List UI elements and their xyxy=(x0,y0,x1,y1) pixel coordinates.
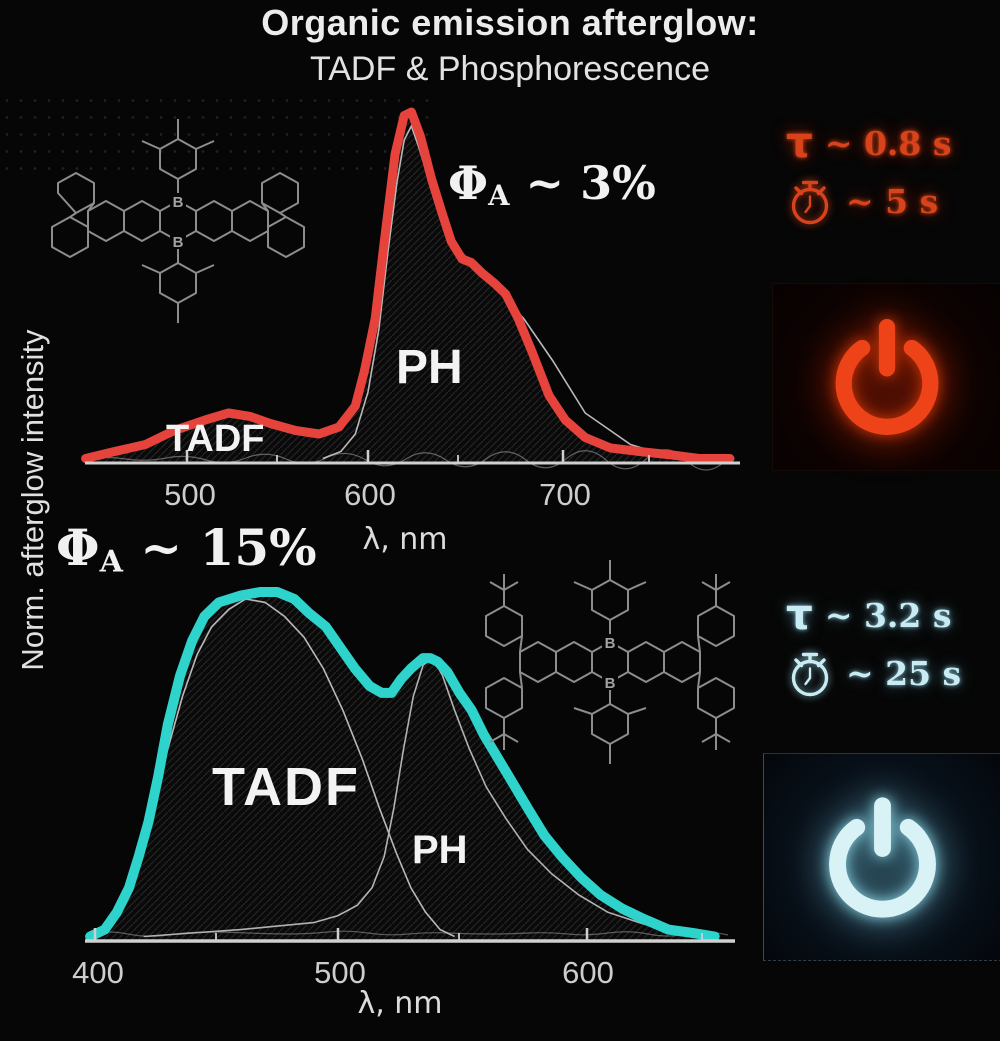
power-symbol-red-icon xyxy=(835,319,939,435)
power-symbol-cyan-icon xyxy=(829,796,936,918)
bottom-axis-ticks xyxy=(93,928,703,941)
afterglow-value: ~ 25 s xyxy=(846,653,962,693)
lifetime-block-red: τ ~ 0.8 s ~ 5 s xyxy=(786,122,1000,238)
tau-symbol: τ xyxy=(786,590,813,639)
afterglow-row-cyan: ~ 25 s xyxy=(786,646,1000,700)
phi-value: ~ 15% xyxy=(140,518,317,577)
phi-value: ~ 3% xyxy=(525,156,656,210)
molecule-structure-2: B B xyxy=(485,560,735,764)
boron-atom-label: B xyxy=(173,194,184,211)
tau-value: ~ 0.8 s xyxy=(824,123,952,163)
bottom-chart: 400 500 600 xyxy=(72,587,735,990)
molecule-structure-1: B B xyxy=(51,119,305,323)
boron-atom-label: B xyxy=(173,234,184,251)
molecule-2-boron-bg-top xyxy=(602,634,618,650)
title-line-2: TADF & Phosphorescence xyxy=(310,50,710,88)
afterglow-row-red: ~ 5 s xyxy=(786,174,1000,228)
phi-symbol: Φ xyxy=(56,518,100,577)
phi-symbol: Φ xyxy=(448,156,489,210)
molecule-1-boron-bg-top xyxy=(170,193,186,209)
tau-value: ~ 3.2 s xyxy=(824,595,952,635)
stopwatch-icon xyxy=(791,180,829,225)
boron-atom-label: B xyxy=(605,635,616,652)
molecule-1-bonds xyxy=(51,119,305,323)
boron-atom-label: B xyxy=(605,675,616,692)
molecule-2-bonds xyxy=(485,560,735,764)
tau-symbol: τ xyxy=(786,118,813,167)
x-axis-label-top: λ, nm xyxy=(362,522,448,557)
phi-subscript: A xyxy=(488,178,510,212)
ph-label-top: PH xyxy=(396,341,463,394)
afterglow-photo-red xyxy=(772,283,1000,471)
afterglow-value: ~ 5 s xyxy=(846,181,939,221)
ph-label-bottom: PH xyxy=(412,828,468,872)
top-tick-600: 600 xyxy=(344,477,396,512)
top-axis-ticks xyxy=(185,450,650,463)
top-tick-700: 700 xyxy=(539,477,591,512)
bottom-ph-component-line xyxy=(143,656,674,938)
molecule-2-boron-bg-bottom xyxy=(602,674,618,690)
bottom-tick-500: 500 xyxy=(314,955,366,990)
tau-row-cyan: τ ~ 3.2 s xyxy=(786,594,1000,636)
tadf-label-bottom: TADF xyxy=(212,757,360,817)
stopwatch-icon xyxy=(791,652,829,697)
molecule-1-boron-bg-bottom xyxy=(170,233,186,249)
top-tick-500: 500 xyxy=(164,477,216,512)
bottom-total-spectrum-curve xyxy=(85,587,720,942)
lifetime-block-cyan: τ ~ 3.2 s ~ 25 s xyxy=(786,594,1000,710)
figure-title: Organic emission afterglow: TADF & Phosp… xyxy=(140,2,880,89)
background-dot-texture xyxy=(0,92,440,170)
top-chart: 500 600 700 xyxy=(81,107,740,512)
afterglow-photo-cyan xyxy=(763,753,1000,961)
tau-row-red: τ ~ 0.8 s xyxy=(786,122,1000,164)
phi-subscript: A xyxy=(99,544,123,580)
top-baseline-noise-line xyxy=(85,449,727,471)
tadf-label-top: TADF xyxy=(166,418,265,460)
top-curve-fill-hatch xyxy=(85,112,731,462)
bottom-tick-600: 600 xyxy=(562,955,614,990)
quantum-yield-bottom: ΦA ~ 15% xyxy=(56,518,317,579)
quantum-yield-top: ΦA ~ 3% xyxy=(448,156,656,212)
top-total-spectrum-curve xyxy=(81,107,735,463)
x-axis-label-bottom: λ, nm xyxy=(357,986,443,1021)
bottom-tick-400: 400 xyxy=(72,955,124,990)
title-line-1: Organic emission afterglow: xyxy=(261,2,759,43)
